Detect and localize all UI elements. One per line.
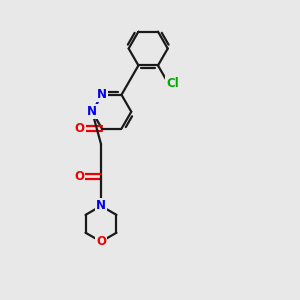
Text: N: N (87, 105, 97, 118)
Text: N: N (97, 88, 107, 101)
Text: Cl: Cl (166, 77, 179, 90)
Text: O: O (96, 235, 106, 248)
Text: N: N (96, 200, 106, 212)
Text: O: O (74, 170, 84, 183)
Text: N: N (96, 200, 106, 212)
Text: O: O (75, 122, 85, 135)
